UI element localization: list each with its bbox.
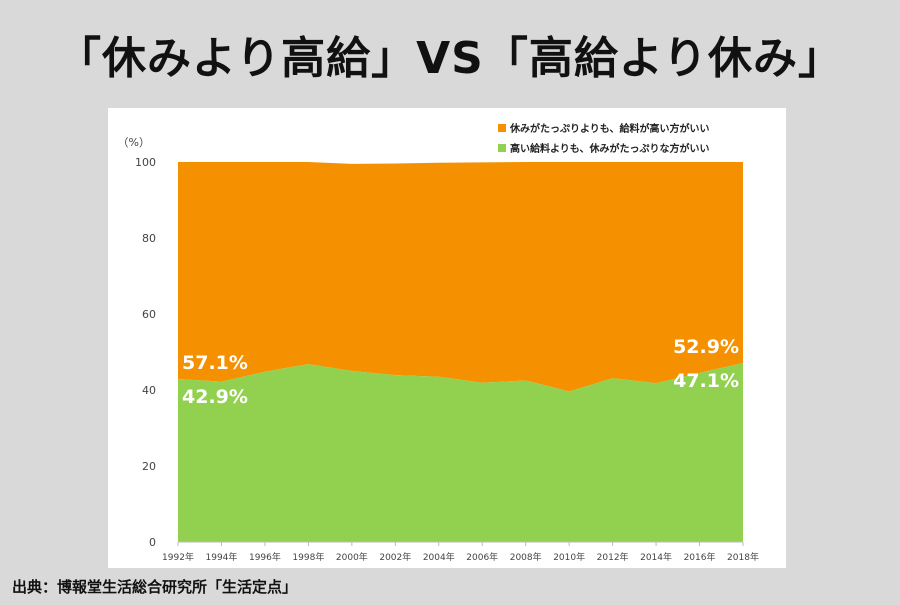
page-title: 「休みより高給」VS「高給より休み」 [57,33,843,84]
annotation-end-bottom: 47.1% [673,370,739,392]
annotation-start-bottom: 42.9% [182,386,248,408]
x-tick-label: 2016年 [684,551,716,563]
legend-swatch [498,144,506,152]
x-tick-label: 2014年 [640,551,672,563]
x-tick-label: 2000年 [336,551,368,563]
x-tick-label: 1998年 [292,551,324,563]
legend-label: 高い給料よりも、休みがたっぷりな方がいい [510,142,710,155]
legend-swatch [498,124,506,132]
x-tick-label: 2018年 [727,551,759,563]
series-area-more-holidays [178,363,743,542]
chart-panel: 1992年 1994年 1996年 1998年 2000年 2002年 2004年 2006年… [108,108,786,568]
y-tick-label: 100 [135,156,156,169]
x-tick-label: 2008年 [510,551,542,563]
x-tick-label: 1992年 [162,551,194,563]
source-note: 出典：博報堂生活総合研究所「生活定点」 [12,578,298,596]
stacked-area-chart: 1992年 1994年 1996年 1998年 2000年 2002年 2004年 2006年… [118,122,759,563]
series-area-high-salary [178,162,743,392]
legend-label: 休みがたっぷりよりも、給料が高い方がいい [509,122,710,135]
x-tick-label: 2004年 [423,551,455,563]
x-tick-label: 2012年 [597,551,629,563]
x-tick-label: 2006年 [466,551,498,563]
x-tick-label: 2002年 [379,551,411,563]
y-axis-unit: （%） [118,136,150,149]
y-tick-label: 40 [142,384,156,397]
y-tick-label: 60 [142,308,156,321]
y-tick-label: 20 [142,460,156,473]
annotation-start-top: 57.1% [182,352,248,374]
x-tick-label: 1994年 [206,551,238,563]
y-tick-label: 80 [142,232,156,245]
x-tick-label: 1996年 [249,551,281,563]
y-tick-label: 0 [149,536,156,549]
x-tick-label: 2010年 [553,551,585,563]
annotation-end-top: 52.9% [673,336,739,358]
